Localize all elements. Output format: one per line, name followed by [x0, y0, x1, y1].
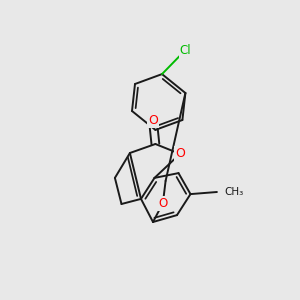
Text: Cl: Cl: [180, 44, 191, 57]
Text: CH₃: CH₃: [224, 187, 244, 197]
Text: O: O: [148, 114, 158, 128]
Text: O: O: [175, 147, 185, 161]
Text: O: O: [158, 196, 167, 210]
